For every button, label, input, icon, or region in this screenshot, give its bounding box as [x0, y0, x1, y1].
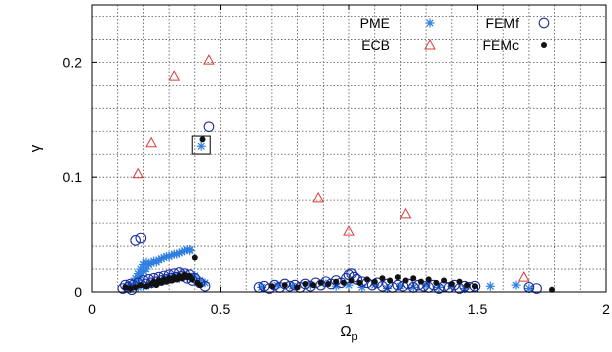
point-femc — [281, 282, 288, 289]
legend-label-pme: PME — [360, 15, 390, 31]
x-axis-label-main: Ω — [340, 323, 351, 340]
legend-label-femf: FEMf — [486, 15, 520, 31]
point-pme — [485, 281, 495, 291]
point-femf — [203, 121, 215, 133]
point-femc — [132, 284, 139, 291]
series-femf — [117, 121, 542, 296]
x-axis-label: Ωp — [340, 323, 357, 343]
x-axis-label-subscript: p — [352, 331, 358, 343]
x-tick-label: 0.5 — [211, 301, 231, 317]
point-ecb — [145, 136, 157, 148]
point-femf — [531, 283, 542, 294]
point-femc — [153, 282, 160, 289]
annotation-layer — [191, 135, 211, 155]
point-femc — [410, 275, 417, 282]
point-pme — [185, 245, 195, 255]
point-femc — [317, 279, 324, 286]
point-femc — [448, 280, 455, 287]
x-tick-label: 2 — [602, 301, 610, 317]
point-femf — [130, 234, 142, 246]
point-femc — [379, 275, 386, 282]
point-femc — [127, 285, 134, 292]
point-femc — [189, 276, 196, 283]
legend-marker-pme — [425, 18, 435, 28]
y-axis-label: γ — [27, 144, 44, 152]
point-femc — [387, 277, 394, 284]
legend: PME ECB FEMf FEMc — [360, 15, 550, 53]
point-femc — [191, 254, 198, 261]
point-femc — [325, 280, 332, 287]
x-tick-label: 1.5 — [468, 301, 488, 317]
legend-marker-femf — [538, 17, 550, 29]
point-ecb — [343, 225, 355, 236]
legend-marker-ecb — [424, 38, 436, 50]
point-femc — [464, 282, 471, 289]
point-femc — [417, 278, 424, 285]
series-femc — [122, 136, 556, 293]
point-femc — [302, 280, 309, 287]
point-femc — [441, 277, 448, 284]
point-femc — [142, 283, 149, 290]
point-femc — [549, 286, 556, 293]
x-tick-label: 0 — [88, 301, 96, 317]
point-ecb — [168, 70, 181, 81]
point-ecb — [203, 54, 215, 65]
point-femf — [135, 232, 147, 244]
point-femf — [330, 275, 342, 286]
point-femc — [294, 284, 301, 291]
data-points — [117, 54, 556, 296]
point-femc — [433, 279, 440, 286]
point-femc — [310, 282, 317, 289]
point-femf — [289, 279, 301, 291]
y-tick-label: 0 — [74, 284, 82, 300]
point-femc — [471, 283, 478, 290]
point-femc — [394, 274, 401, 281]
point-femc — [268, 283, 275, 290]
point-femf — [469, 280, 481, 292]
point-ecb — [312, 191, 325, 203]
y-tick-label: 0.1 — [63, 169, 83, 185]
point-femc — [402, 277, 409, 284]
point-femc — [356, 279, 363, 286]
point-ecb — [517, 271, 530, 282]
axis-ticks: 0 0.5 1 1.5 2 0 0.1 0.2 — [63, 5, 610, 317]
point-femc — [137, 282, 144, 289]
highlight-box — [191, 135, 211, 155]
point-femf — [392, 279, 404, 291]
point-ecb — [132, 167, 145, 179]
point-femc — [333, 278, 340, 285]
point-femf — [279, 278, 291, 290]
legend-marker-femc — [541, 42, 547, 48]
plot-frame — [91, 4, 607, 293]
y-tick-label: 0.2 — [63, 54, 83, 70]
x-tick-label: 1 — [345, 301, 353, 317]
point-femc — [456, 278, 463, 285]
series-pme — [123, 141, 534, 294]
point-femc — [199, 136, 206, 143]
point-femc — [425, 276, 432, 283]
grid — [92, 5, 606, 292]
point-femc — [371, 278, 378, 285]
point-ecb — [399, 207, 412, 219]
point-femf — [299, 278, 311, 290]
series-ecb — [132, 54, 530, 282]
point-femc — [122, 284, 129, 291]
point-femc — [363, 276, 370, 283]
point-femc — [340, 279, 347, 286]
point-femc — [196, 282, 203, 289]
point-femc — [348, 277, 355, 284]
legend-label-ecb: ECB — [361, 37, 390, 53]
point-pme — [511, 280, 521, 290]
point-femf — [377, 280, 388, 292]
point-pme — [196, 141, 206, 151]
legend-label-femc: FEMc — [482, 37, 519, 53]
